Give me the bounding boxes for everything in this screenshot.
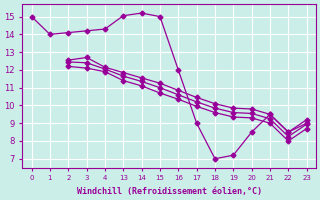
X-axis label: Windchill (Refroidissement éolien,°C): Windchill (Refroidissement éolien,°C): [76, 187, 262, 196]
